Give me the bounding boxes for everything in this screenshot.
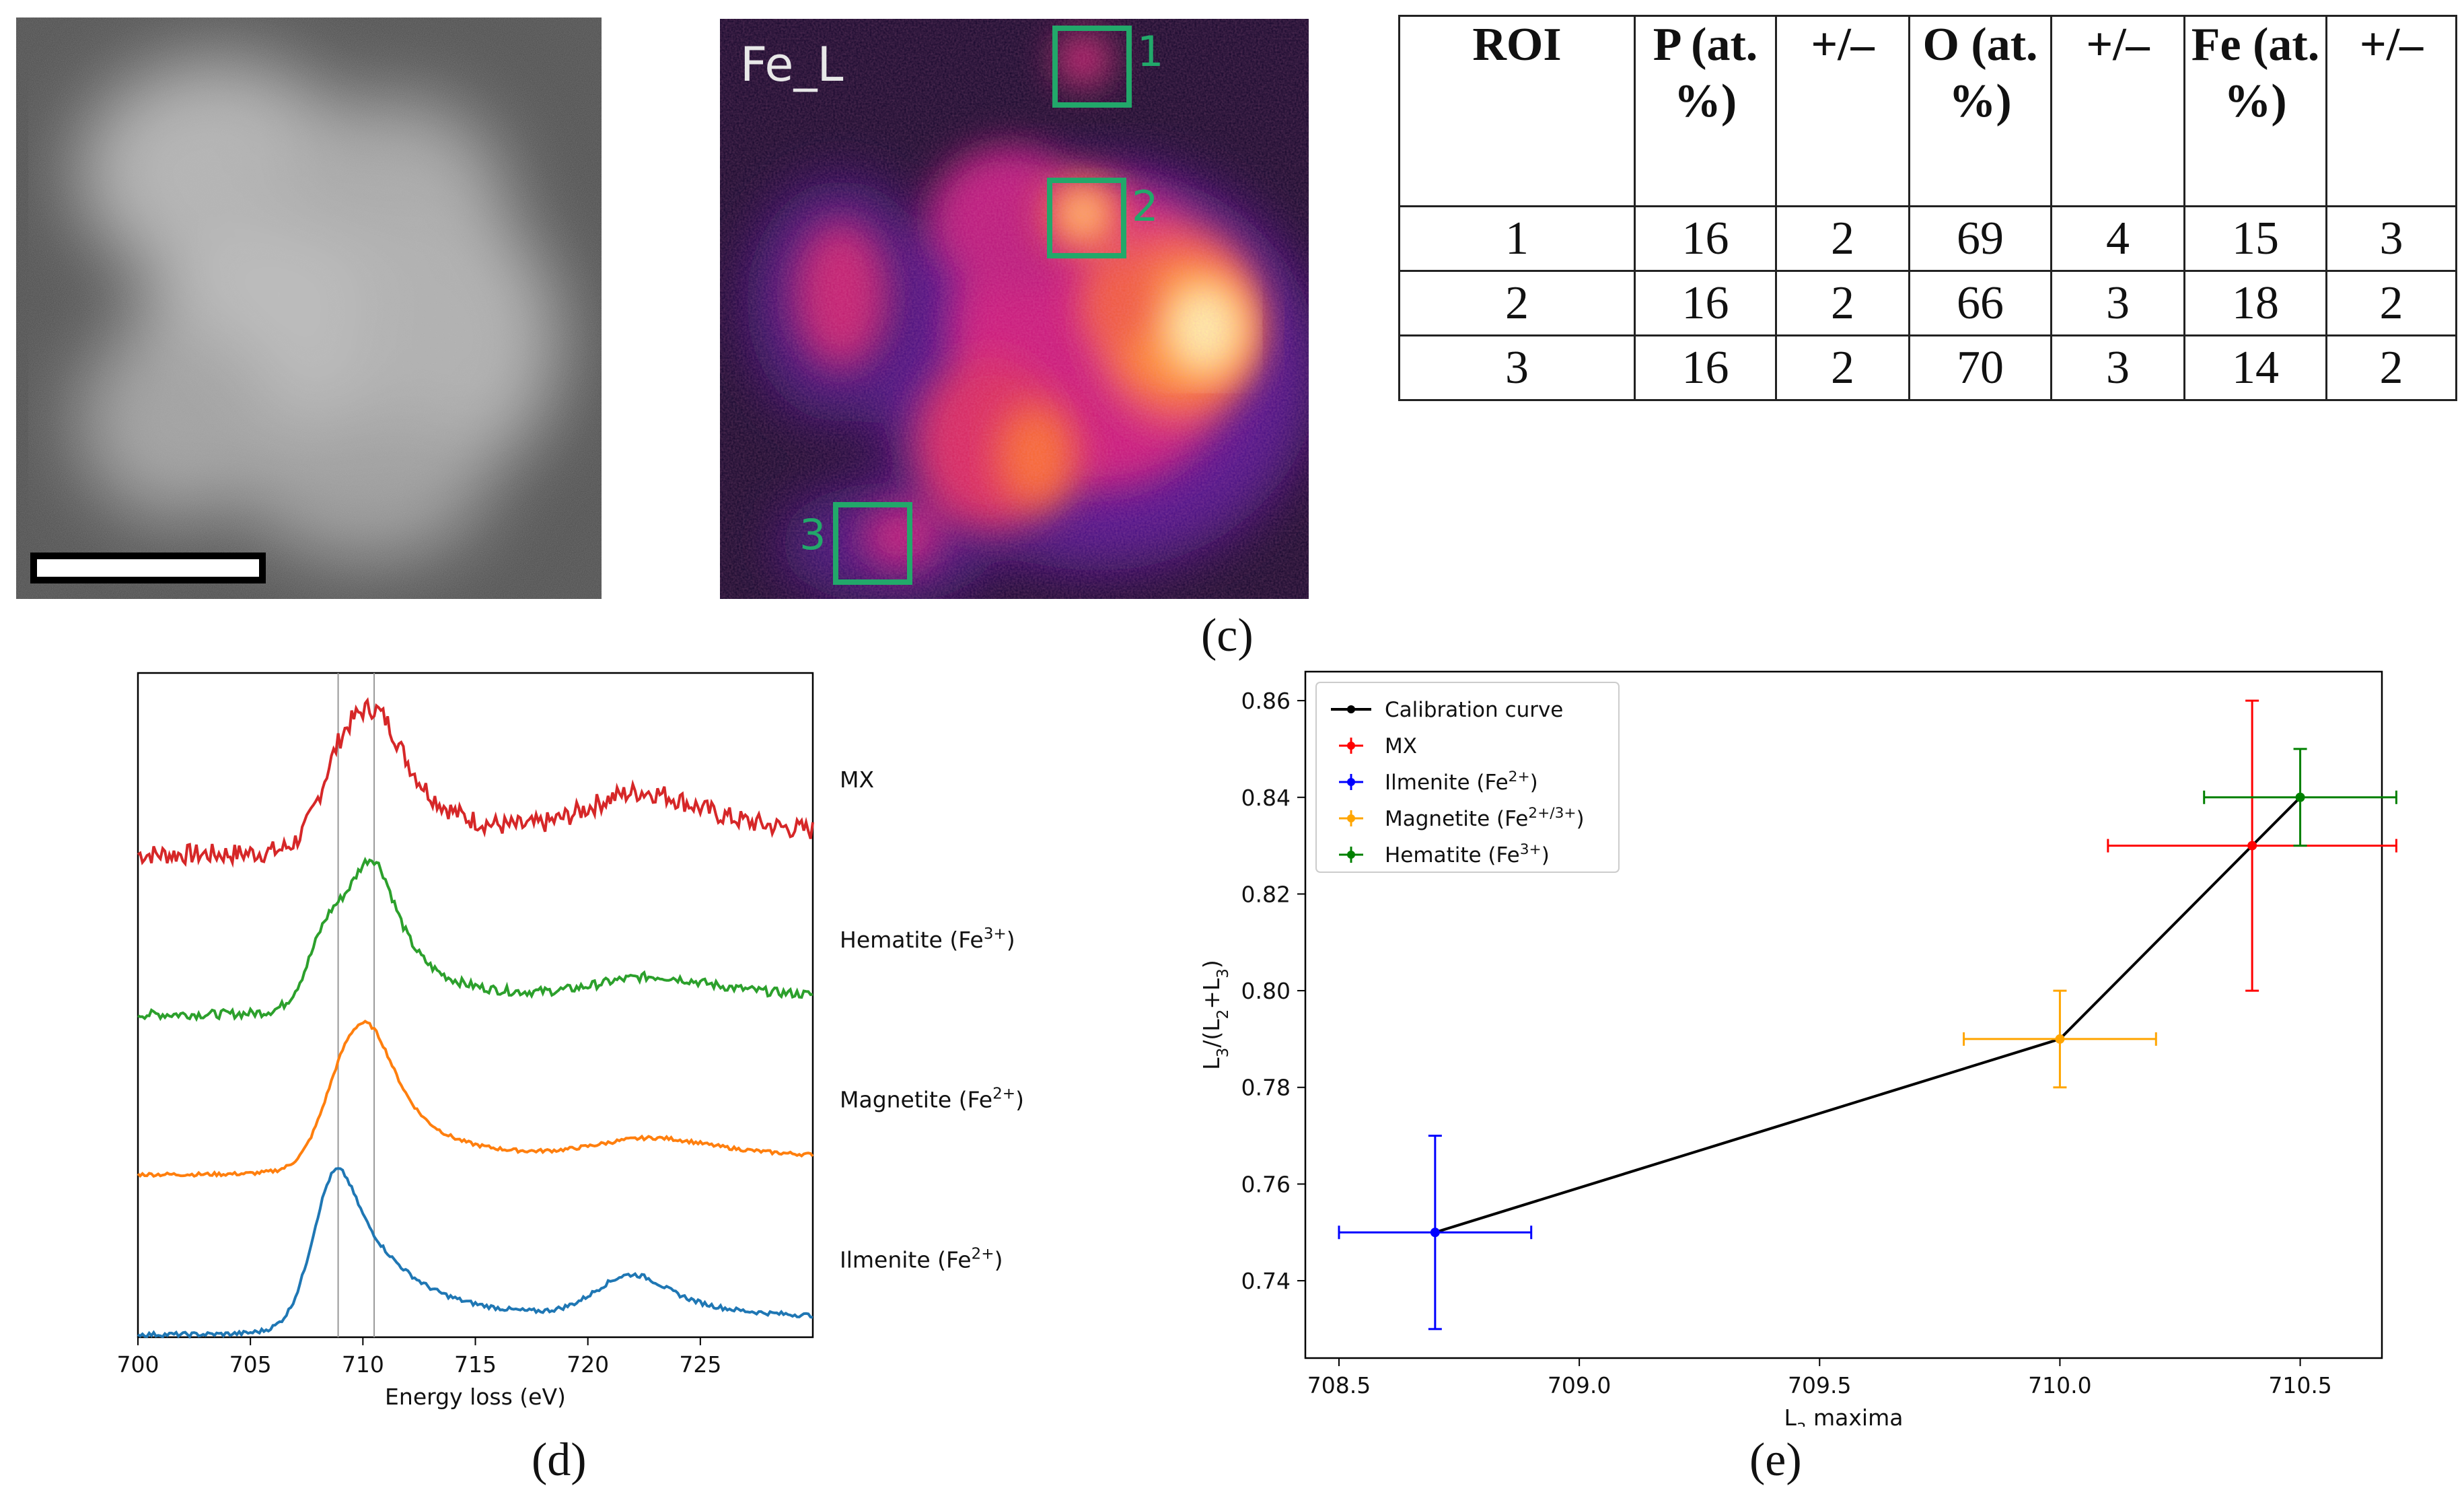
roi-box-1 [1052, 26, 1132, 108]
y-tick-label: 0.84 [1241, 785, 1291, 811]
legend-marker-icon [1347, 851, 1355, 859]
table-row: 2 16 2 66 3 18 2 [1398, 270, 2457, 336]
roi-box-2 [1047, 178, 1126, 258]
roi-box-3 [833, 502, 912, 585]
legend-box [1315, 682, 1620, 873]
stem-micrograph [16, 17, 602, 599]
plot-frame [1304, 670, 2383, 1359]
legend-entry-3: Hematite (Fe3+) [1385, 841, 1550, 868]
errorbar-point-2 [1963, 989, 2157, 1089]
series-label-1: Hematite (Fe3+) [840, 925, 1015, 953]
errorbar-point-0 [2107, 699, 2397, 992]
table-cell: 2 [1775, 334, 1910, 401]
map-label: Fe_L [740, 37, 844, 92]
errorbar-point-3 [2203, 748, 2397, 847]
composition-table: ROI P (at. %) +/– O (at. %) +/– Fe (at. … [1398, 15, 2457, 401]
table-row: 3 16 2 70 3 14 2 [1398, 334, 2457, 401]
header-roi: ROI [1398, 15, 1636, 207]
table-cell: 2 [1398, 270, 1636, 336]
x-tick-label: 710 [342, 1351, 384, 1378]
x-tick-label: 709.0 [1548, 1372, 1611, 1398]
table-cell: 16 [1634, 334, 1777, 401]
header-fe: Fe (at. %) [2183, 15, 2327, 207]
table-cell: 2 [1775, 270, 1910, 336]
y-axis-label: L3/(L2+L3) [1198, 960, 1232, 1070]
table-cell: 2 [1775, 205, 1910, 272]
table-cell: 18 [2183, 270, 2327, 336]
header-p: P (at. %) [1634, 15, 1777, 207]
scale-bar [30, 553, 266, 583]
table-cell: 66 [1908, 270, 2052, 336]
series-line-0 [137, 697, 814, 868]
table-cell: 3 [2050, 270, 2185, 336]
table-cell: 69 [1908, 205, 2052, 272]
table-row: 1 16 2 69 4 15 3 [1398, 205, 2457, 272]
y-tick-label: 0.76 [1241, 1171, 1291, 1197]
data-point [2247, 841, 2257, 851]
table-cell: 2 [2325, 334, 2457, 401]
fe-map: Fe_L 1 2 3 [720, 19, 1309, 599]
x-tick-label: 708.5 [1307, 1372, 1371, 1398]
series-label-2: Magnetite (Fe2+) [840, 1086, 1024, 1113]
calibration-chart: 708.5 709.0 709.5 710.0 710.5 0.74 0.76 0.78 0.8… [1198, 670, 2397, 1427]
legend-marker-icon [1347, 778, 1355, 786]
legend-marker-icon [1347, 705, 1355, 713]
table-cell: 70 [1908, 334, 2052, 401]
y-tick-label: 0.80 [1241, 978, 1291, 1004]
table-cell: 16 [1634, 270, 1777, 336]
calibration-curve-line [1435, 796, 2302, 1234]
y-tick-label: 0.78 [1241, 1075, 1291, 1101]
x-tick-label: 709.5 [1788, 1372, 1851, 1398]
x-tick-label: 705 [229, 1351, 272, 1378]
data-point [2295, 792, 2305, 802]
x-tick-label: 715 [454, 1351, 497, 1378]
y-tick-label: 0.86 [1241, 688, 1291, 714]
legend-marker-icon [1347, 814, 1355, 822]
x-tick-label: 725 [679, 1351, 721, 1378]
roi-number-2: 2 [1132, 182, 1158, 231]
legend-entry-0: MX [1385, 734, 1417, 758]
table-cell: 2 [2325, 270, 2457, 336]
panel-label-c: (c) [1201, 610, 1254, 662]
panel-label-e: (e) [1749, 1434, 1802, 1486]
roi-number-3: 3 [799, 510, 826, 559]
x-axis-label: Energy loss (eV) [385, 1384, 566, 1410]
table-cell: 16 [1634, 205, 1777, 272]
header-o-err: +/– [2050, 15, 2185, 207]
y-tick-label: 0.74 [1241, 1268, 1291, 1294]
eels-spectra-chart: 700 705 710 715 720 725 Energy loss (eV) MX Hema… [117, 672, 1024, 1410]
legend-entry-calibration: Calibration curve [1385, 698, 1563, 722]
table-cell: 15 [2183, 205, 2327, 272]
table-cell: 3 [2325, 205, 2457, 272]
legend-marker-icon [1347, 742, 1355, 750]
series-line-1 [137, 857, 813, 1022]
panel-label-d: (d) [532, 1434, 587, 1486]
x-tick-label: 720 [567, 1351, 609, 1378]
x-tick-label: 710.5 [2268, 1372, 2331, 1398]
series-label-0: MX [840, 767, 874, 793]
x-axis-label: L3 maxima [1784, 1405, 1904, 1427]
x-tick-label: 710.0 [2028, 1372, 2091, 1398]
data-point [1430, 1228, 1440, 1238]
table-cell: 3 [2050, 334, 2185, 401]
header-o: O (at. %) [1908, 15, 2052, 207]
header-fe-err: +/– [2325, 15, 2457, 207]
table-cell: 3 [1398, 334, 1636, 401]
plot-frame [137, 672, 814, 1339]
data-point [2055, 1034, 2065, 1044]
x-tick-label: 700 [117, 1351, 159, 1378]
y-tick-label: 0.82 [1241, 881, 1291, 907]
table-cell: 14 [2183, 334, 2327, 401]
series-label-3: Ilmenite (Fe2+) [840, 1245, 1003, 1273]
roi-number-1: 1 [1137, 27, 1163, 76]
table-cell: 1 [1398, 205, 1636, 272]
series-line-2 [137, 1020, 814, 1178]
errorbar-point-1 [1338, 1135, 1533, 1330]
series-line-3 [137, 1167, 813, 1339]
table-cell: 4 [2050, 205, 2185, 272]
header-p-err: +/– [1775, 15, 1910, 207]
